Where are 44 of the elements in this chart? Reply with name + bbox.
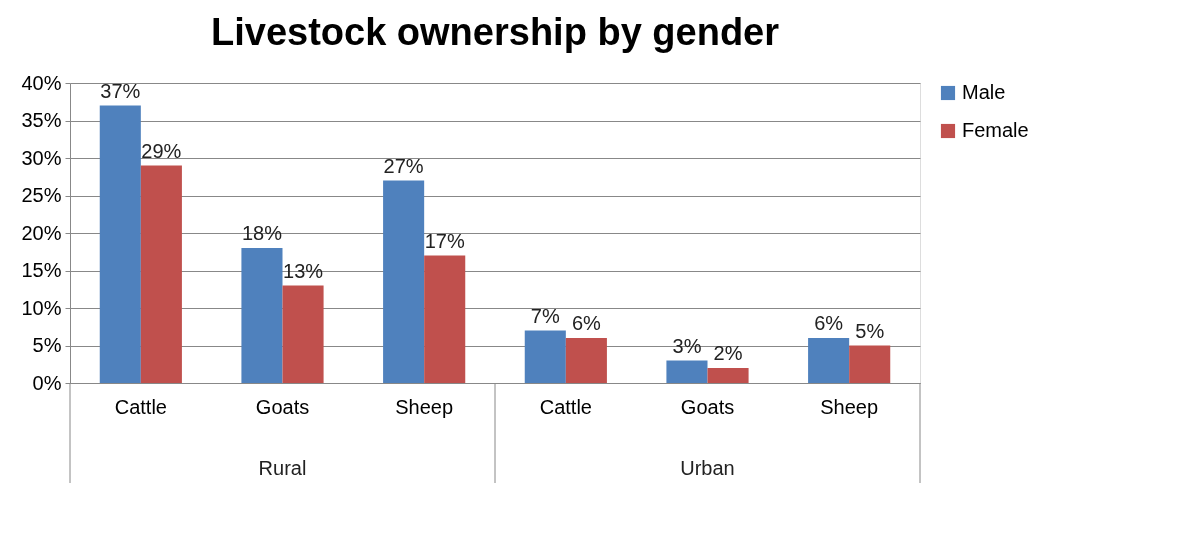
y-tick-label: 10%	[21, 296, 62, 319]
bar	[707, 368, 749, 383]
x-tick-label: Sheep	[395, 395, 454, 418]
data-label: 5%	[855, 319, 885, 342]
x-tick-label: Sheep	[820, 395, 879, 418]
text: Rural	[258, 457, 307, 479]
y-tick-label: 0%	[32, 371, 62, 394]
y-tick-label: 35%	[21, 109, 62, 131]
data-label: 7%	[530, 304, 560, 327]
data-label: 6%	[571, 312, 602, 334]
bar	[666, 360, 708, 383]
chart-title: Livestock ownership by gender	[210, 11, 780, 53]
text: Urban	[680, 457, 735, 479]
legend-label: Male	[962, 81, 1006, 103]
data-label: 37%	[100, 79, 141, 102]
data-label: 27%	[383, 154, 424, 177]
data-label: 2%	[713, 342, 743, 364]
data-label: 6%	[814, 312, 844, 334]
y-tick-label: 25%	[21, 184, 62, 206]
bar	[524, 330, 566, 383]
y-tick-label: 15%	[21, 259, 62, 281]
bar	[808, 338, 850, 383]
data-label: 18%	[241, 222, 283, 244]
data-label: 13%	[283, 259, 324, 282]
bar	[849, 345, 891, 383]
data-label: 29%	[141, 139, 182, 162]
x-tick-label: Goats	[680, 395, 735, 418]
legend-label: Female	[962, 119, 1029, 141]
bar	[99, 105, 141, 383]
bar	[140, 165, 182, 383]
data-label: 17%	[424, 229, 465, 252]
y-tick-label: 30%	[21, 146, 62, 169]
bar	[241, 248, 283, 383]
data-label: 3%	[672, 334, 702, 357]
bar	[282, 285, 324, 383]
bar	[383, 180, 425, 383]
x-tick-label: Cattle	[539, 395, 592, 418]
y-tick-label: 20%	[21, 221, 62, 244]
y-tick-label: 40%	[21, 71, 62, 94]
x-tick-label: Goats	[255, 395, 310, 418]
x-tick-label: Cattle	[114, 395, 167, 418]
bar	[424, 255, 466, 383]
bar	[565, 338, 607, 383]
y-tick-label: 5%	[32, 334, 62, 356]
